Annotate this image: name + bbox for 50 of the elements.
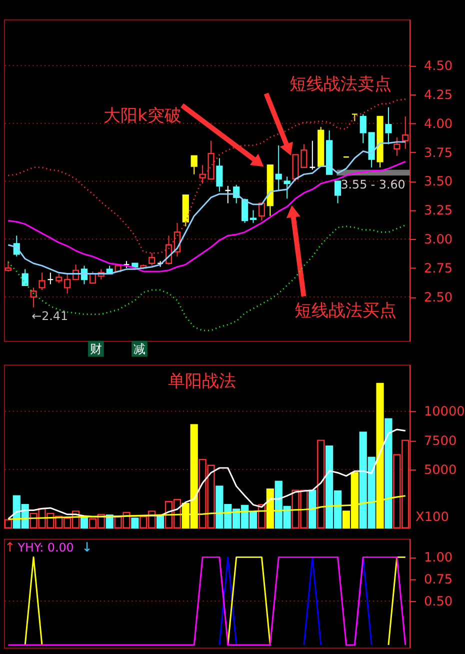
y-tick-label: 4.00	[424, 116, 453, 132]
candlestick	[360, 114, 366, 144]
annotation: 大阳k突破	[104, 105, 182, 126]
candlestick	[190, 155, 198, 175]
candlestick	[394, 136, 400, 156]
candlestick	[224, 185, 232, 204]
y-axis-title: X100	[416, 510, 449, 525]
y-tick-label: 3.75	[424, 146, 453, 161]
text: 减	[134, 342, 146, 356]
y-tick-label: 3.00	[424, 232, 453, 248]
annotation: ←2.41	[32, 309, 68, 324]
annotation: ↑	[4, 540, 16, 556]
y-tick-label: 3.25	[424, 204, 453, 219]
candlestick	[30, 287, 37, 308]
bar	[308, 490, 316, 528]
y-tick-label: 7500	[424, 434, 457, 449]
y-tick-label: 3.50	[424, 174, 453, 190]
y-tick-label: 2.50	[424, 290, 453, 306]
line-series	[7, 224, 406, 332]
y-tick-label: 4.50	[424, 59, 453, 74]
annotation: 短线战法买点	[294, 300, 396, 320]
candlestick	[309, 140, 316, 170]
candlestick	[334, 180, 342, 204]
annotation: YHY: 0.00	[16, 540, 74, 555]
candlestick	[64, 273, 71, 294]
band-label: 3.55 - 3.60	[340, 177, 406, 192]
candlestick	[250, 210, 257, 224]
candlestick	[284, 176, 290, 200]
line-series	[7, 428, 406, 520]
bar	[384, 418, 392, 528]
y-tick-label: 1.00	[424, 550, 453, 566]
candlestick	[22, 268, 28, 286]
candlestick	[56, 273, 62, 284]
line-series	[7, 160, 406, 272]
candlestick	[216, 158, 223, 192]
y-tick-label: 4.25	[424, 88, 453, 103]
bar	[131, 518, 139, 528]
text: 财	[90, 342, 102, 356]
y-tick-label: 0.50	[424, 594, 453, 610]
annotation: ↓	[82, 540, 92, 556]
candlestick	[275, 144, 282, 192]
candlestick	[38, 272, 46, 290]
y-tick-label: 10000	[424, 404, 465, 420]
annotation: 短线战法卖点	[289, 74, 392, 94]
annotation: 单阳战法	[168, 370, 236, 390]
candlestick	[47, 272, 54, 285]
y-tick-label: 2.75	[424, 261, 453, 276]
y-tick-label: 5000	[424, 463, 457, 478]
candlestick	[385, 106, 392, 145]
y-tick-label: 0.75	[424, 572, 453, 588]
